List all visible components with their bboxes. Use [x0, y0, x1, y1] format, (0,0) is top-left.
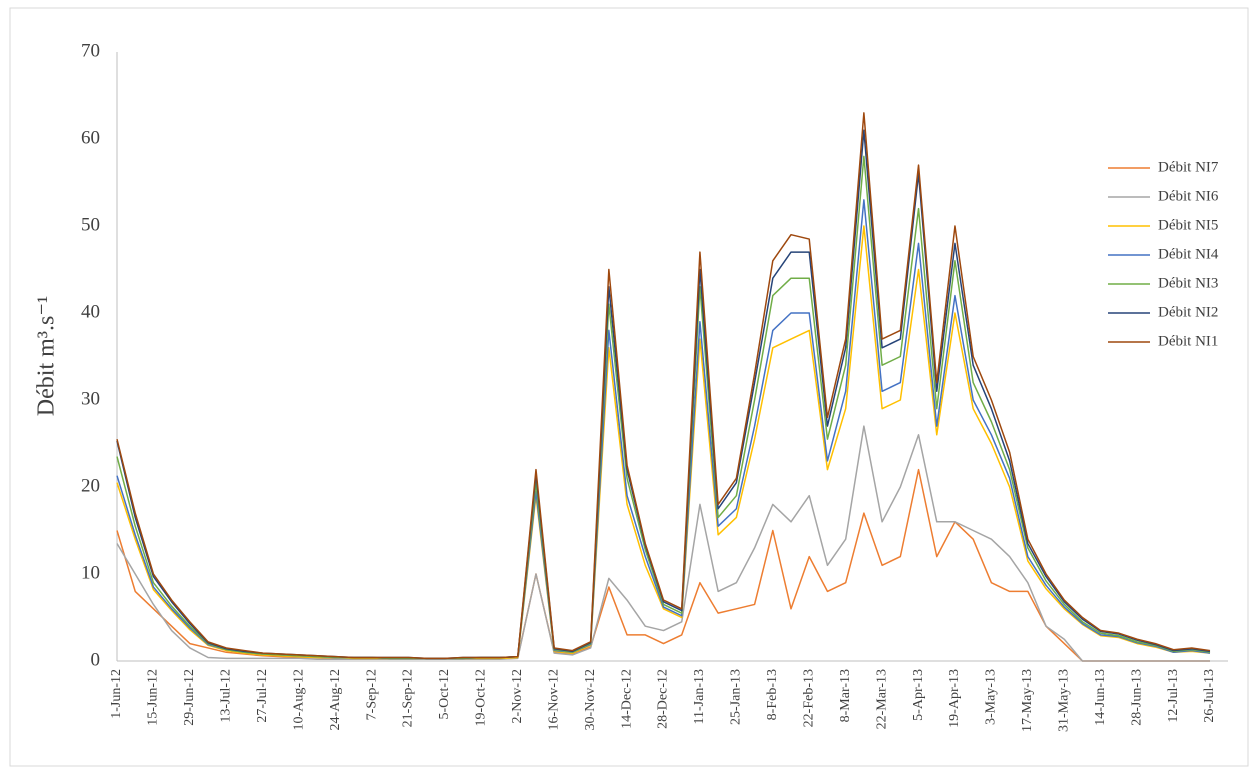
x-tick-label: 22-Feb-13: [801, 669, 816, 727]
x-tick-label: 31-May-13: [1056, 669, 1071, 732]
x-tick-label: 22-Mar-13: [874, 669, 889, 729]
x-tick-label: 30-Nov-12: [583, 669, 598, 730]
legend-label: Débit NI1: [1158, 333, 1218, 349]
legend-label: Débit NI2: [1158, 304, 1218, 320]
x-tick-label: 16-Nov-12: [546, 669, 561, 730]
y-tick-label: 40: [81, 301, 100, 322]
x-tick-label: 17-May-13: [1020, 669, 1035, 732]
x-tick-label: 28-Jun-13: [1129, 669, 1144, 726]
legend-label: Débit NI3: [1158, 275, 1218, 291]
x-tick-label: 15-Jun-12: [146, 669, 161, 726]
x-tick-label: 10-Aug-12: [291, 669, 306, 730]
x-tick-label: 5-Apr-13: [911, 669, 926, 721]
series-line: [116, 425, 1210, 662]
series-line: [116, 112, 1211, 660]
y-axis-label: Débit m³.s⁻¹: [34, 296, 60, 416]
x-tick-label: 24-Aug-12: [328, 669, 343, 730]
y-tick-label: 50: [81, 214, 100, 235]
x-tick-label: 19-Oct-12: [474, 669, 489, 727]
x-tick-label: 25-Jan-13: [729, 669, 744, 725]
legend-label: Débit NI6: [1158, 188, 1219, 204]
x-tick-label: 21-Sep-12: [401, 669, 416, 727]
x-tick-label: 29-Jun-12: [182, 669, 197, 726]
series-line: [116, 468, 1210, 662]
series-line: [116, 155, 1211, 660]
y-tick-label: 0: [91, 649, 101, 670]
y-tick-label: 10: [81, 562, 100, 583]
x-tick-label: 11-Jan-13: [692, 669, 707, 724]
x-tick-label: 14-Jun-13: [1093, 669, 1108, 726]
x-tick-label: 12-Jul-13: [1166, 669, 1181, 723]
x-tick-label: 19-Apr-13: [947, 669, 962, 728]
legend-label: Débit NI5: [1158, 217, 1218, 233]
x-tick-label: 3-May-13: [984, 669, 999, 725]
x-tick-label: 7-Sep-12: [364, 669, 379, 720]
chart-frame: [9, 7, 1249, 767]
series-line: [116, 225, 1211, 660]
x-tick-label: 27-Jul-12: [255, 669, 270, 723]
legend-label: Débit NI7: [1158, 159, 1219, 175]
x-tick-label: 28-Dec-12: [656, 669, 671, 729]
x-tick-label: 2-Nov-12: [510, 669, 525, 723]
x-tick-label: 5-Oct-12: [437, 669, 452, 720]
legend-label: Débit NI4: [1158, 246, 1219, 262]
y-tick-label: 60: [81, 127, 100, 148]
y-tick-label: 20: [81, 475, 100, 496]
x-tick-label: 26-Jul-13: [1202, 669, 1217, 723]
x-tick-label: 14-Dec-12: [619, 669, 634, 729]
x-tick-label: 13-Jul-12: [219, 669, 234, 723]
x-tick-label: 1-Jun-12: [109, 669, 124, 719]
y-tick-label: 30: [81, 388, 100, 409]
x-tick-label: 8-Mar-13: [838, 669, 853, 722]
y-tick-label: 70: [81, 40, 100, 61]
x-tick-label: 8-Feb-13: [765, 669, 780, 720]
